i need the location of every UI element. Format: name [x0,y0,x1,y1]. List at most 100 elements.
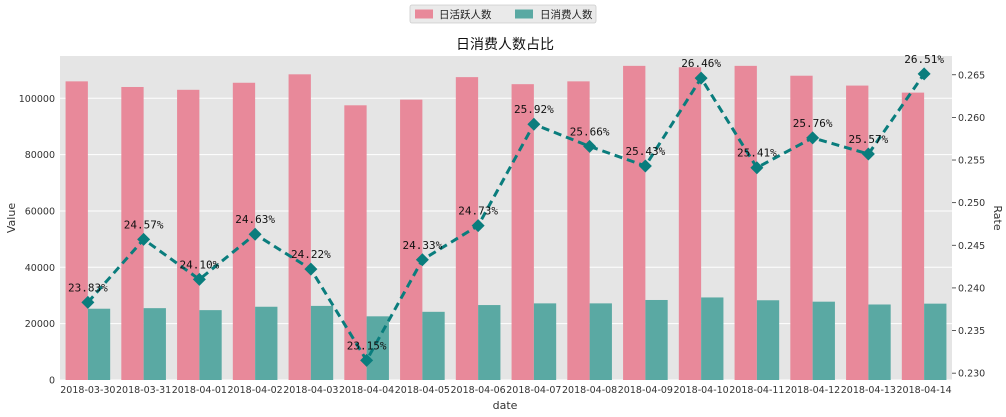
rate-label: 25.41% [737,147,777,160]
x-tick-label: 2018-04-01 [172,385,227,396]
bar-consuming-users [310,305,334,380]
rate-marker [471,219,485,233]
legend-label-active-users: 日活跃人数 [439,8,492,21]
rate-marker [583,139,597,153]
bar-active-users [177,89,200,381]
y-tick-label: 100000 [19,94,55,105]
rate-marker [360,353,374,367]
y-axis-label: Value [5,203,18,233]
x-tick-label: 2018-04-09 [618,385,673,396]
y2-tick-label: 0.240 [958,283,985,294]
rate-label: 26.51% [904,53,944,66]
bar-active-users [511,84,534,380]
legend-swatch-active-users [415,9,433,19]
x-tick-label: 2018-04-12 [785,385,840,396]
y2-tick-label: 0.260 [958,113,985,124]
rate-marker [137,232,151,246]
bar-active-users [678,67,702,380]
rate-marker [248,227,262,241]
rate-label: 24.22% [291,248,331,261]
rate-marker [304,262,318,276]
bar-active-users [400,99,423,381]
bar-active-users [734,65,757,380]
bar-consuming-users [87,308,111,380]
bar-active-users [846,85,869,380]
bar-active-users [232,82,256,380]
legend: 日活跃人数 日消费人数 [409,4,597,24]
x-tick-label: 2018-03-31 [116,385,171,396]
legend-box [409,4,597,24]
rate-marker [527,117,541,131]
bar-consuming-users [756,300,780,380]
rate-label: 25.92% [514,103,554,116]
bar-consuming-users [255,306,278,380]
y-tick-label: 0 [49,376,55,387]
bars-consuming-users [87,297,947,380]
bar-active-users [790,75,813,380]
bar-active-users [288,74,311,380]
bar-active-users [65,81,88,381]
chart-title: 日消费人数占比 [456,37,554,53]
bar-active-users [121,86,144,380]
y-tick-label: 20000 [25,319,55,330]
bars-active-users [65,65,925,381]
rate-label: 25.43% [626,145,666,158]
rate-markers [81,67,931,367]
x-tick-label: 2018-04-02 [228,385,283,396]
rate-labels: 23.83% 24.57% 24.10% 24.63% 24.22% 23.15% 24.3… [68,53,944,352]
rate-label: 24.10% [180,258,220,271]
y2-tick-label: 0.245 [958,241,985,252]
bar-consuming-users [924,303,947,380]
rate-label: 24.57% [124,218,164,231]
rate-marker [638,159,652,173]
rate-marker [415,253,429,267]
rate-marker [750,161,764,175]
bar-consuming-users [143,308,166,380]
rate-marker [861,147,875,161]
bar-consuming-users [478,305,501,380]
y2-tick-label: 0.235 [958,326,985,337]
rate-label: 23.15% [347,339,387,352]
bar-active-users [623,65,646,380]
x-tick-label: 2018-04-07 [506,385,561,396]
y-tick-label: 40000 [25,263,55,274]
bar-consuming-users [701,297,724,380]
y2-axis-label: Rate [991,205,1004,230]
x-tick-label: 2018-04-06 [451,385,506,396]
y-tick-label: 60000 [25,206,55,217]
x-tick-label: 2018-04-03 [283,385,338,396]
y2-tick-label: 0.250 [958,198,985,209]
bar-consuming-users [645,299,668,380]
bar-consuming-users [589,303,612,380]
rate-marker [917,67,931,81]
bar-consuming-users [812,301,835,380]
legend-label-consuming-users: 日消费人数 [540,8,593,21]
x-axis-ticks: 2018-03-30 2018-03-31 2018-04-01 2018-04-02… [60,385,951,396]
x-tick-label: 2018-04-10 [674,385,729,396]
y2-tick-label: 0.265 [958,70,985,81]
bar-active-users [901,92,925,380]
x-axis-label: date [493,399,518,412]
x-tick-label: 2018-03-30 [60,385,115,396]
rate-label: 26.46% [681,57,721,70]
x-tick-label: 2018-04-08 [562,385,617,396]
rate-marker [81,295,95,309]
x-tick-label: 2018-04-04 [339,385,394,396]
y2-tick-label: 0.255 [958,156,985,167]
x-tick-label: 2018-04-05 [395,385,450,396]
rate-label: 24.73% [458,205,498,218]
y-axis-left-ticks: 0 20000 40000 60000 80000 100000 [19,94,55,387]
legend-swatch-consuming-users [515,9,533,19]
rate-label: 23.83% [68,281,108,294]
rate-label: 25.66% [570,125,610,138]
rate-marker [192,272,206,286]
bar-consuming-users [422,311,445,380]
rate-label: 25.76% [793,117,833,130]
rate-label: 25.57% [849,133,889,146]
bar-consuming-users [868,304,891,380]
rate-marker [806,131,820,145]
x-tick-label: 2018-04-13 [841,385,896,396]
bar-consuming-users [199,310,222,380]
x-tick-label: 2018-04-14 [897,385,952,396]
